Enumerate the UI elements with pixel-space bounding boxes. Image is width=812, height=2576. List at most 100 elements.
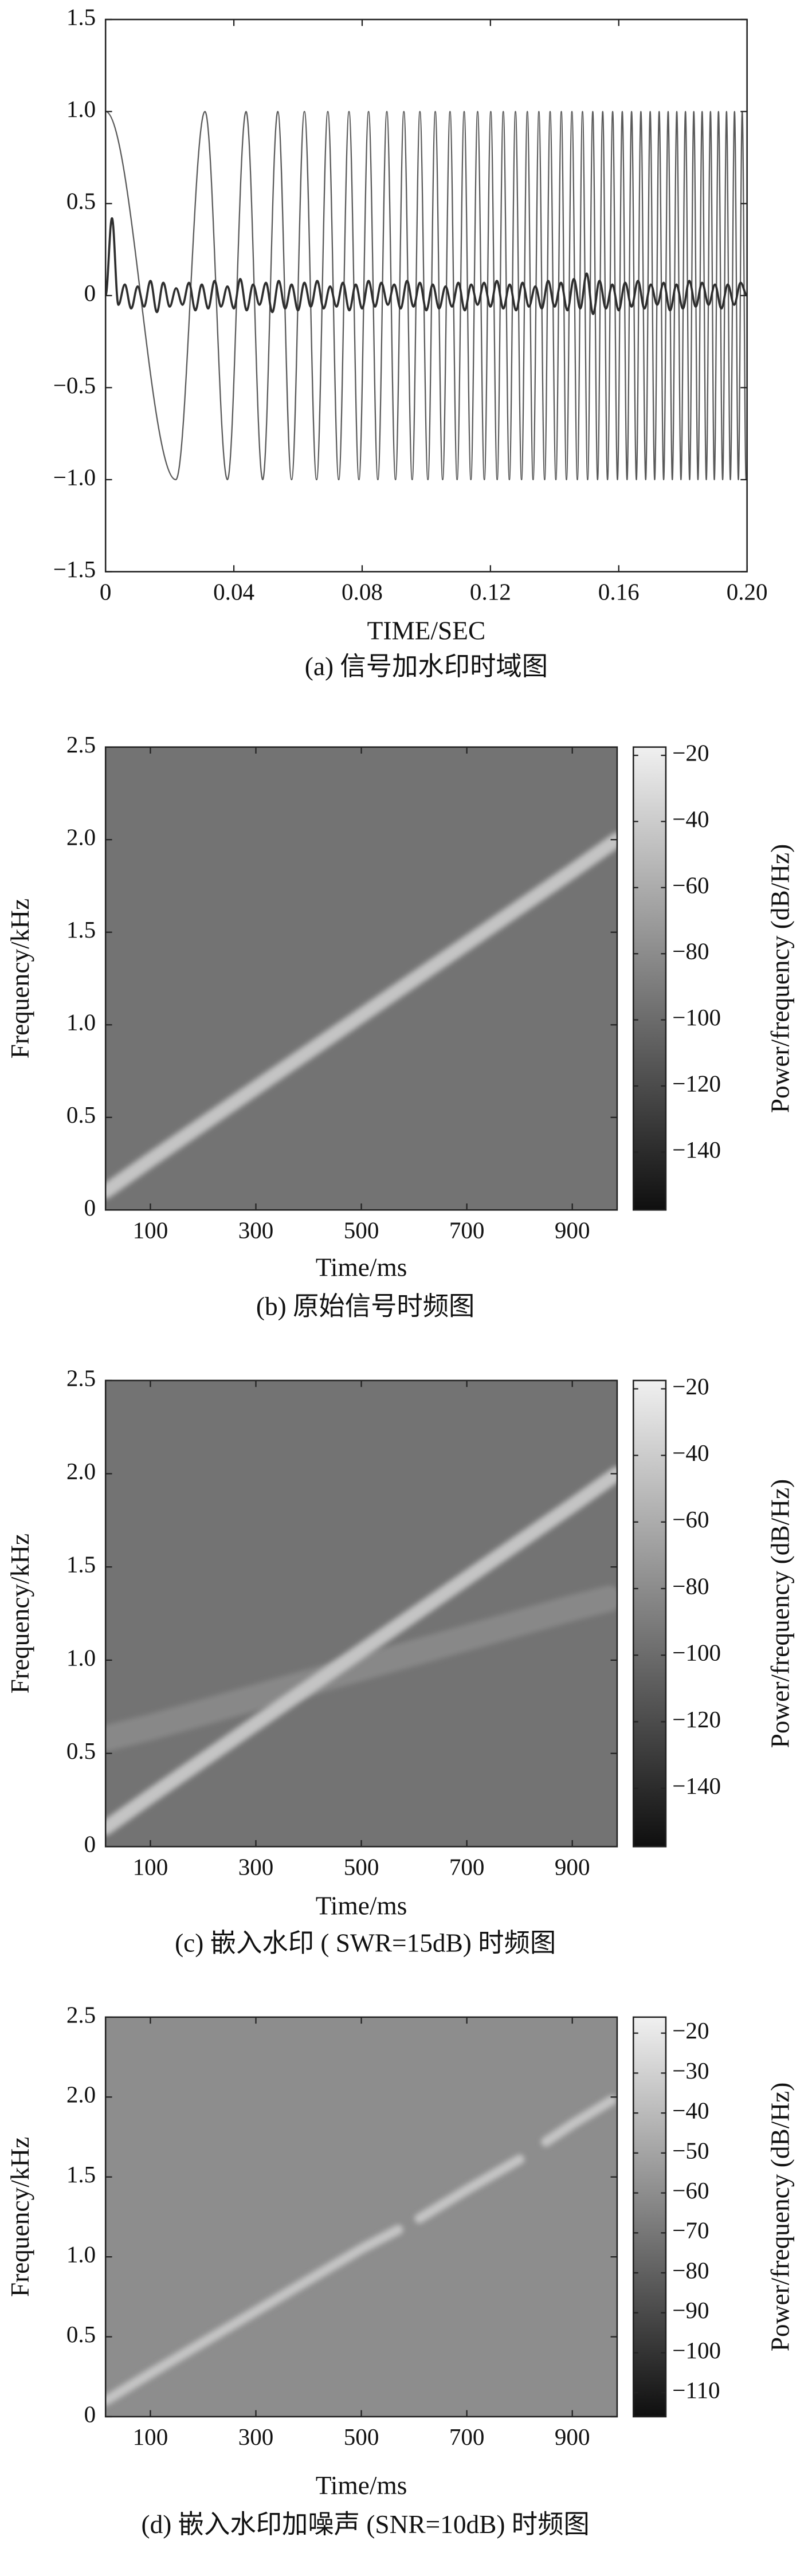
colorbar-tick-label: −30 [672, 2057, 709, 2084]
x-tick-label: 100 [133, 1853, 168, 1880]
x-tick-label: 500 [344, 1853, 379, 1880]
ridge [105, 2095, 617, 2406]
ridge [105, 1466, 617, 1836]
x-tick-label: 100 [133, 2424, 168, 2450]
y-tick-label: 2.5 [66, 1365, 96, 1391]
colorbar-tick-label: −100 [672, 1640, 721, 1666]
y-axis-label: Frequency/kHz [6, 899, 34, 1058]
x-tick-label: 300 [238, 2424, 274, 2450]
colorbar-tick-label: −40 [672, 806, 709, 832]
plot-frame [104, 746, 618, 1211]
x-tick-label: 300 [238, 1853, 274, 1880]
colorbar-tick-label: −40 [672, 2097, 709, 2124]
x-axis-label: Time/ms [316, 1891, 407, 1920]
colorbar-tick-label: −60 [672, 2177, 709, 2203]
x-tick-label: 900 [555, 1853, 590, 1880]
colorbar-tick-label: −80 [672, 1573, 709, 1599]
colorbar-tick-label: −80 [672, 2257, 709, 2283]
y-tick-label: −1.5 [53, 556, 96, 582]
y-tick-label: 0.5 [66, 1738, 96, 1764]
y-tick-label: 1.5 [66, 1551, 96, 1578]
x-tick-label: 0.04 [213, 579, 254, 605]
x-tick-label: 500 [344, 1217, 379, 1243]
x-tick-label: 700 [449, 1217, 485, 1243]
colorbar [632, 1379, 667, 1848]
x-tick-label: 100 [133, 1217, 168, 1243]
colorbar-label: Power/frequency (dB/Hz) [766, 2083, 794, 2351]
y-tick-label: 2.0 [66, 2081, 96, 2108]
colorbar-tick-label: −40 [672, 1440, 709, 1466]
x-tick-label: 700 [449, 1853, 485, 1880]
x-axis-label: Time/ms [316, 1253, 407, 1282]
signal-line [105, 111, 747, 481]
colorbar-tick-label: −120 [672, 1070, 721, 1096]
y-axis-label: Frequency/kHz [6, 1534, 34, 1693]
y-tick-label: −0.5 [53, 372, 96, 398]
colorbar [632, 2016, 667, 2418]
y-tick-label: 0 [84, 1831, 96, 1857]
colorbar-tick-label: −140 [672, 1136, 721, 1163]
x-tick-label: 700 [449, 2424, 485, 2450]
colorbar-tick-label: −110 [672, 2377, 720, 2404]
signal-line [104, 217, 748, 315]
y-tick-label: 1.0 [66, 96, 96, 122]
y-tick-label: 2.5 [66, 731, 96, 758]
colorbar-tick-label: −20 [672, 2017, 709, 2044]
x-tick-label: 0.12 [470, 579, 511, 605]
x-tick-label: 0.08 [342, 579, 383, 605]
y-tick-label: 1.0 [66, 2241, 96, 2268]
caption: (b) 原始信号时频图 [256, 1292, 474, 1321]
colorbar-tick-label: −100 [672, 1004, 721, 1030]
colorbar-tick-label: −100 [672, 2337, 721, 2363]
y-tick-label: 0 [84, 1194, 96, 1221]
x-tick-label: 900 [555, 1217, 590, 1243]
y-tick-label: 2.0 [66, 1458, 96, 1484]
y-tick-label: −1.0 [53, 464, 96, 490]
colorbar-tick-label: −140 [672, 1773, 721, 1799]
caption: (c) 嵌入水印 ( SWR=15dB) 时频图 [175, 1929, 556, 1958]
y-tick-label: 0.5 [66, 188, 96, 214]
colorbar-tick-label: −20 [672, 739, 709, 766]
plot-frame [104, 18, 748, 573]
caption: (a) 信号加水印时域图 [305, 652, 548, 681]
colorbar-label: Power/frequency (dB/Hz) [766, 844, 794, 1113]
x-axis-label: Time/ms [316, 2471, 407, 2500]
y-tick-label: 1.0 [66, 1009, 96, 1036]
x-tick-label: 0 [100, 579, 112, 605]
colorbar-tick-label: −120 [672, 1706, 721, 1732]
ridge [105, 1585, 617, 1752]
colorbar [632, 746, 667, 1211]
panel: 0 0.04 0.08 0.12 0.16 0.20 −1.5 −1.0 −0.5 0 0.5 1.0… [53, 3, 768, 681]
ridge [105, 832, 617, 1199]
y-tick-label: 0.5 [66, 1101, 96, 1128]
caption: (d) 嵌入水印加噪声 (SNR=10dB) 时频图 [142, 2510, 590, 2539]
x-tick-label: 300 [238, 1217, 274, 1243]
colorbar-tick-label: −50 [672, 2137, 709, 2163]
y-tick-label: 1.5 [66, 916, 96, 943]
y-tick-label: 0 [84, 280, 96, 306]
panel: −140 −120 −100 −80 −60 −40 −20 Power/frequency … [6, 1365, 794, 1957]
panel: −140 −120 −100 −80 −60 −40 −20 Power/frequency … [6, 731, 794, 1321]
y-tick-label: 0.5 [66, 2321, 96, 2347]
spectrogram-content [105, 832, 617, 1199]
colorbar-tick-label: −90 [672, 2297, 709, 2323]
y-tick-label: 2.5 [66, 2001, 96, 2028]
x-tick-label: 0.20 [727, 579, 768, 605]
y-axis-label: Frequency/kHz [6, 2137, 34, 2297]
spectrogram-content [105, 2095, 617, 2406]
y-tick-label: 0 [84, 2401, 96, 2427]
y-tick-label: 1.5 [66, 2161, 96, 2187]
colorbar-tick-label: −70 [672, 2217, 709, 2244]
x-axis-label: TIME/SEC [367, 617, 486, 645]
y-tick-label: 1.0 [66, 1644, 96, 1671]
y-tick-label: 2.0 [66, 824, 96, 850]
x-tick-label: 500 [344, 2424, 379, 2450]
x-tick-label: 0.16 [598, 579, 640, 605]
y-tick-label: 1.5 [66, 3, 96, 30]
colorbar-tick-label: −20 [672, 1373, 709, 1399]
panel: −110 −100 −90 −80 −70 −60 −50 −40 −30 −20 Power/fr… [6, 2001, 794, 2539]
spectrogram-content [105, 1466, 617, 1836]
colorbar-label: Power/frequency (dB/Hz) [766, 1479, 794, 1748]
